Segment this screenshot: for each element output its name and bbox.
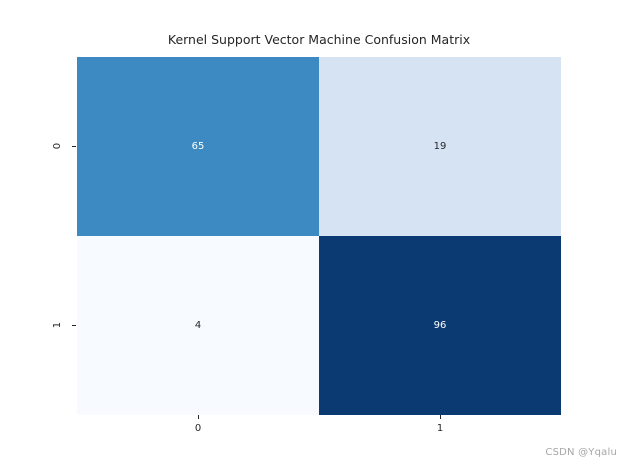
- x-tick-label-0: 0: [194, 423, 202, 434]
- watermark: CSDN @Yqalu: [545, 447, 617, 458]
- cell-value: 96: [433, 320, 447, 331]
- y-axis-tick-1: [72, 325, 76, 326]
- heatmap-cell-0-1: 19: [319, 57, 561, 236]
- x-tick-label-1: 1: [436, 423, 444, 434]
- cell-value: 4: [194, 320, 202, 331]
- cell-value: 65: [191, 141, 205, 152]
- x-axis-tick-1: [440, 415, 441, 419]
- x-axis-tick-0: [198, 415, 199, 419]
- heatmap-grid: 65 19 4 96: [77, 57, 561, 415]
- y-tick-label-0: 0: [52, 142, 63, 150]
- chart-title: Kernel Support Vector Machine Confusion …: [167, 32, 471, 47]
- cell-value: 19: [433, 141, 447, 152]
- y-tick-label-1: 1: [52, 321, 63, 329]
- heatmap-cell-1-1: 96: [319, 236, 561, 415]
- heatmap-cell-0-0: 65: [77, 57, 319, 236]
- heatmap-cell-1-0: 4: [77, 236, 319, 415]
- y-axis-tick-0: [72, 146, 76, 147]
